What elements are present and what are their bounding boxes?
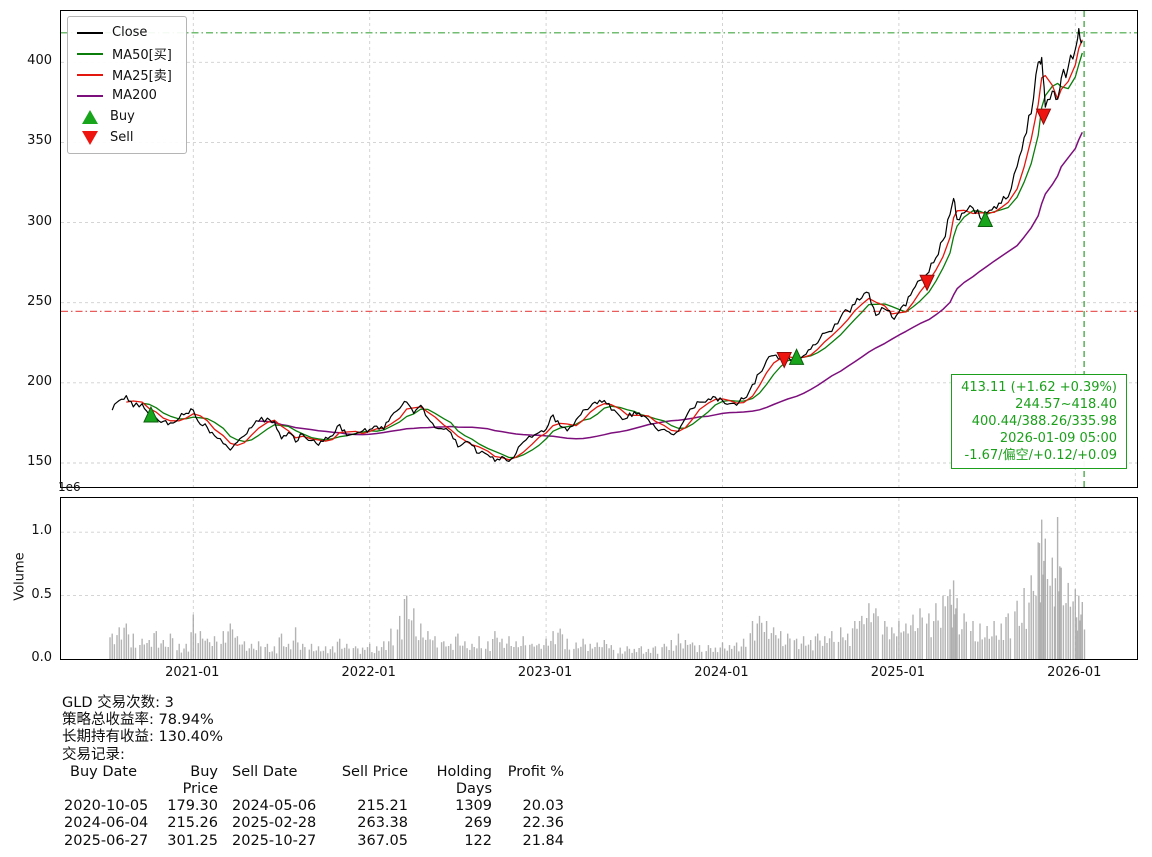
x-axis-tick: 2022-01 <box>341 665 396 680</box>
trade-buy-date: 2020-10-05 <box>64 798 149 815</box>
ma-line-21 <box>258 131 1083 440</box>
volume-scale-offset-label: 1e6 <box>58 480 81 494</box>
legend-label: MA50[买] <box>112 48 172 63</box>
trade-sell-price: 367.05 <box>357 832 408 849</box>
sell-triangle-icon <box>82 130 98 145</box>
strategy-stats-block: GLD 交易次数: 3 策略总收益率: 78.94% 长期持有收益: 130.4… <box>62 695 564 850</box>
annotation-bias: -1.67/偏空/+0.12/+0.09 <box>964 448 1117 463</box>
close-line <box>111 28 1083 462</box>
annotation-range: 244.57~418.40 <box>1015 397 1117 412</box>
price-y-tick: 200 <box>27 373 52 389</box>
price-y-tick: 250 <box>27 293 52 309</box>
annotation-last-price: 413.11 (+1.62 +0.39%) <box>961 380 1117 395</box>
legend-item: Close <box>77 24 172 41</box>
trade-buy-date: 2025-06-27 <box>64 832 149 849</box>
x-axis-tick: 2023-01 <box>517 665 573 680</box>
header-profit-pct: Profit % <box>507 763 564 780</box>
legend-line-swatch <box>77 94 103 97</box>
buy-marker <box>143 405 159 423</box>
legend-line-swatch <box>77 73 103 76</box>
trade-sell-price: 263.38 <box>357 815 408 832</box>
header-holding-days: Holding Days <box>436 763 492 798</box>
trade-buy-price: 179.30 <box>167 798 218 815</box>
volume-chart-panel <box>60 497 1138 660</box>
stats-strategy-return: 策略总收益率: 78.94% <box>62 712 214 729</box>
trade-sell-price: 215.21 <box>357 798 408 815</box>
volume-bars <box>109 517 1086 659</box>
sell-marker <box>776 351 792 369</box>
trade-row: 2020-10-05 179.30 2024-05-06 215.21 1309… <box>62 798 564 815</box>
price-chart-panel: Close MA50[买] MA25[卖] MA200 Buy Sell 413.11 (… <box>60 10 1138 488</box>
trade-sell-date: 2025-02-28 <box>232 815 317 832</box>
quote-annotation-box: 413.11 (+1.62 +0.39%) 244.57~418.40 400.… <box>951 374 1127 469</box>
trade-row: 2024-06-04 215.26 2025-02-28 263.38 269 … <box>62 815 564 832</box>
header-sell-price: Sell Price <box>341 763 408 780</box>
trade-profit-pct: 21.84 <box>522 832 564 849</box>
ma-line-5 <box>142 52 1083 459</box>
trade-profit-pct: 20.03 <box>522 798 564 815</box>
trade-holding-days: 269 <box>464 815 492 832</box>
trade-holding-days: 122 <box>464 832 492 849</box>
trades-header-row: Buy Date Buy Price Sell Date Sell Price … <box>62 764 564 798</box>
legend-label: MA200 <box>112 88 157 103</box>
trade-holding-days: 1309 <box>455 798 492 815</box>
header-buy-price: Buy Price <box>182 763 218 798</box>
legend-item: Sell <box>77 129 172 146</box>
legend-item: MA25[卖] <box>77 66 172 84</box>
legend-label: Close <box>112 25 148 40</box>
volume-y-tick: 1.0 <box>31 523 52 539</box>
legend-line-swatch <box>77 52 103 55</box>
trade-profit-pct: 22.36 <box>522 815 564 832</box>
legend-label: MA25[卖] <box>112 69 172 84</box>
volume-chart-svg <box>61 498 1137 659</box>
trade-buy-price: 301.25 <box>167 832 218 849</box>
price-y-tick: 150 <box>27 453 52 469</box>
legend-label: Buy <box>110 109 135 124</box>
stats-trade-log-title: 交易记录: <box>62 746 125 763</box>
header-buy-date: Buy Date <box>70 763 137 780</box>
annotation-datetime: 2026-01-09 05:00 <box>999 431 1117 446</box>
x-axis-tick: 2025-01 <box>870 665 926 680</box>
chart-legend: Close MA50[买] MA25[卖] MA200 Buy Sell <box>67 16 187 154</box>
trade-sell-date: 2024-05-06 <box>232 798 317 815</box>
sell-marker <box>1035 108 1052 126</box>
price-y-tick: 350 <box>27 133 52 149</box>
trade-sell-date: 2025-10-27 <box>232 832 317 849</box>
buy-marker <box>977 210 994 228</box>
stats-buy-hold-return: 长期持有收益: 130.40% <box>62 729 224 746</box>
price-y-tick: 400 <box>27 53 52 69</box>
price-y-tick: 300 <box>27 213 52 229</box>
header-sell-date: Sell Date <box>232 763 298 780</box>
x-axis-tick: 2024-01 <box>694 665 749 680</box>
legend-item: Buy <box>77 108 172 125</box>
legend-item: MA200 <box>77 87 172 104</box>
legend-item: MA50[买] <box>77 45 172 63</box>
trade-buy-price: 215.26 <box>167 815 218 832</box>
buy-triangle-icon <box>82 109 98 124</box>
sell-marker <box>919 274 935 292</box>
buy-marker <box>788 348 805 365</box>
trade-buy-date: 2024-06-04 <box>64 815 149 832</box>
volume-y-tick: 0.0 <box>31 650 52 665</box>
volume-y-tick: 0.5 <box>31 586 52 602</box>
trade-row: 2025-06-27 301.25 2025-10-27 367.05 122 … <box>62 833 564 850</box>
legend-line-swatch <box>77 31 103 34</box>
x-axis-tick: 2026-01 <box>1047 665 1102 680</box>
legend-label: Sell <box>110 130 134 145</box>
x-axis-tick: 2021-01 <box>165 665 220 680</box>
annotation-ma-values: 400.44/388.26/335.98 <box>971 414 1117 429</box>
grid-lines <box>61 498 1137 659</box>
stats-trade-count: GLD 交易次数: 3 <box>62 695 174 711</box>
